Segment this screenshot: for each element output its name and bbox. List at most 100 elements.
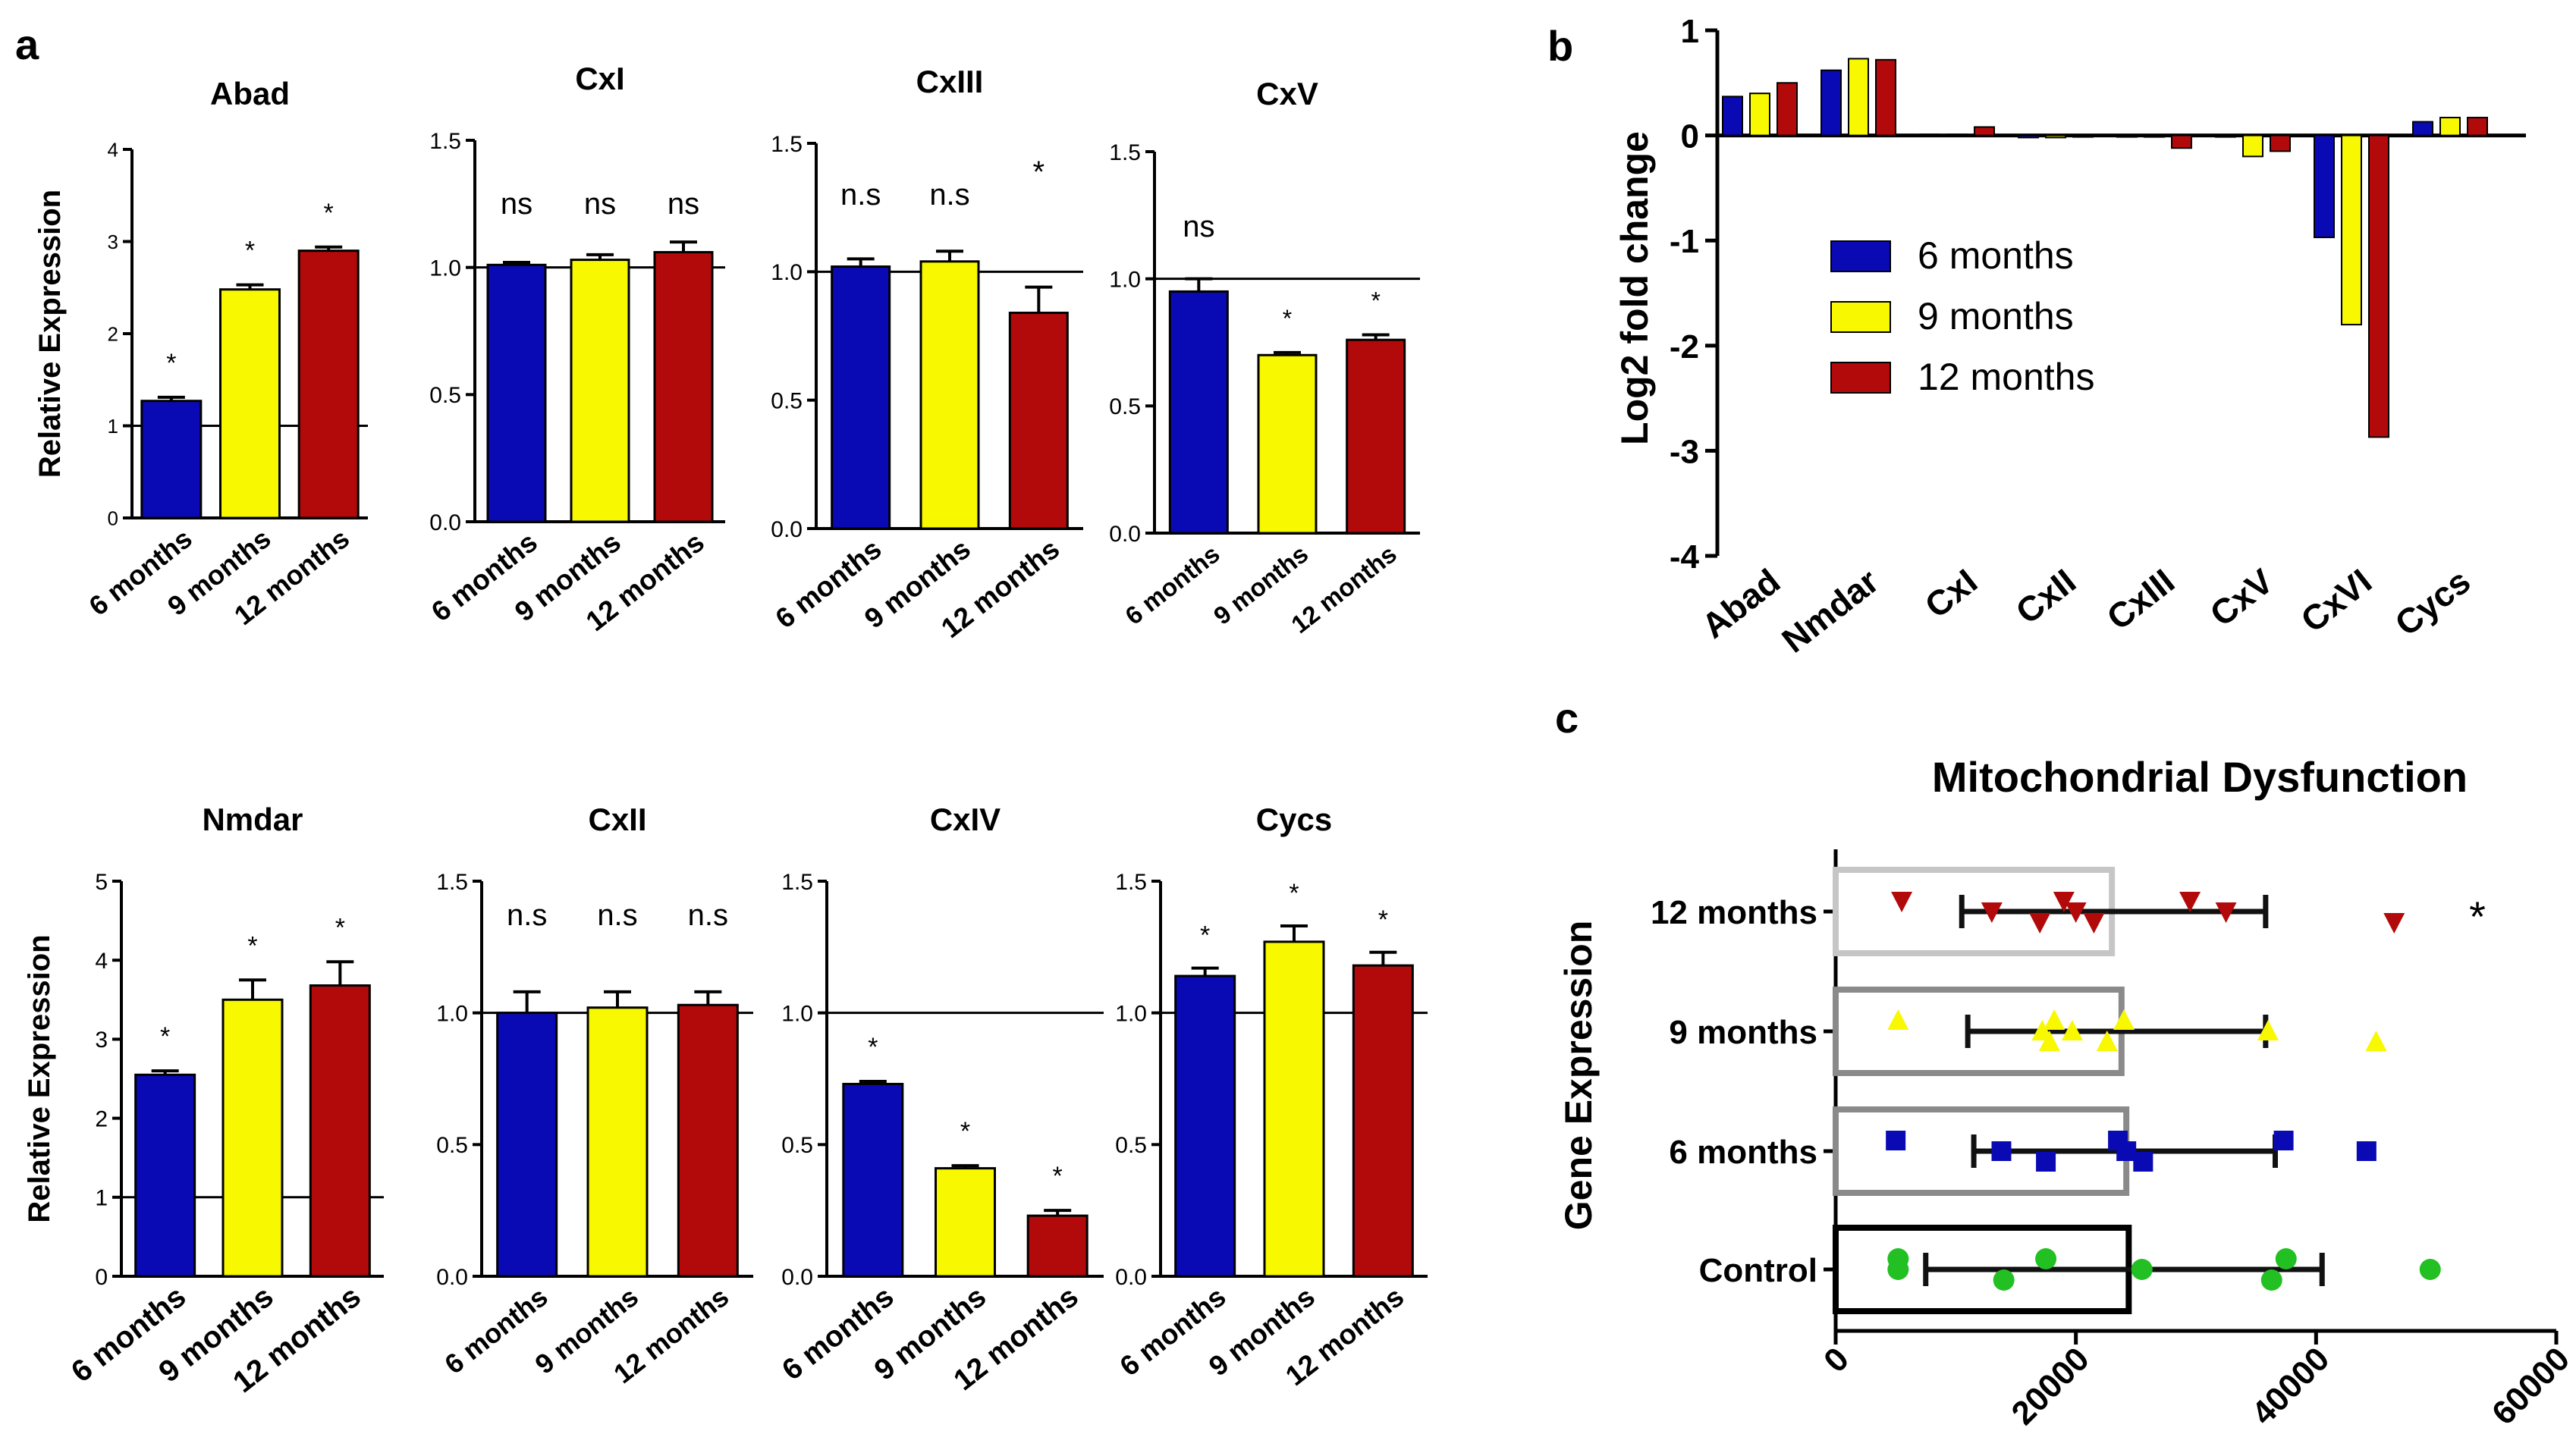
chart-title: CxIII (916, 64, 984, 99)
significance-label: * (166, 349, 176, 378)
bar-abad-2 (1776, 82, 1798, 136)
significance-label: n.s (597, 899, 637, 932)
significance-label: * (1033, 155, 1045, 189)
bar-cxi-0 (1919, 133, 1940, 137)
data-point (2365, 1031, 2387, 1051)
data-point (2061, 1020, 2083, 1040)
y-axis-label: Log2 fold change (1613, 131, 1656, 445)
data-point (2053, 892, 2075, 912)
bar-cxv-0 (2215, 134, 2236, 138)
category-label: CxIII (2100, 561, 2182, 638)
panel-label-a: a (15, 20, 39, 68)
panel-label-b: b (1547, 22, 1573, 70)
y-tick-label: 2 (95, 1106, 108, 1131)
y-tick-label: 0 (95, 1265, 108, 1290)
legend-label: 6 months (1918, 234, 2074, 277)
significance-label: * (1283, 305, 1292, 332)
data-point (1886, 1131, 1906, 1150)
significance-label: n.s (688, 899, 728, 932)
group-label: 12 months (1651, 894, 1817, 931)
group-label: Control (1699, 1252, 1817, 1289)
y-tick-label: 3 (108, 231, 118, 253)
y-tick-label: 0.0 (1109, 522, 1141, 547)
data-point (2065, 902, 2087, 923)
data-point (2113, 1009, 2135, 1030)
chart-title: CxI (575, 61, 624, 96)
data-point (2383, 913, 2405, 934)
bar-cx1-1 (570, 259, 630, 523)
bar-cxvi-2 (2368, 134, 2389, 438)
bar-nmdar-2 (1875, 58, 1896, 136)
significance-label: n.s (840, 178, 881, 212)
legend-swatch (1830, 301, 1891, 333)
group-label: 6 months (1669, 1134, 1817, 1171)
significance-label: * (1378, 905, 1388, 934)
group-label: 9 months (1669, 1014, 1817, 1051)
bar-cxii-2 (2072, 134, 2094, 138)
bar-cx1-0 (486, 263, 547, 523)
y-tick-label: 0.0 (429, 510, 461, 535)
chart-title: CxV (1256, 76, 1318, 111)
y-tick-label: 1.0 (429, 256, 461, 281)
y-tick-label: 0.5 (429, 383, 461, 408)
x-tick-label: 40000 (2245, 1340, 2336, 1432)
y-tick-label: 0.5 (771, 388, 803, 413)
bar-nmdar-1 (1848, 58, 1869, 136)
category-label: CxV (2203, 561, 2281, 634)
significance-label: * (868, 1033, 878, 1062)
chart-title: CxII (588, 802, 646, 837)
data-point (2038, 1031, 2060, 1051)
bar-nmdar-0 (134, 1073, 196, 1278)
data-point (2035, 1248, 2057, 1269)
data-point (2131, 1259, 2153, 1280)
legend-label: 12 months (1918, 356, 2094, 398)
significance-label: * (160, 1022, 170, 1051)
bar-cxii-1 (2045, 134, 2066, 139)
bar-cycs-0 (2412, 121, 2433, 136)
legend-label: 9 months (1918, 295, 2074, 337)
significance-label: * (324, 199, 334, 228)
data-point (2260, 1269, 2282, 1291)
significance-label: ns (584, 187, 616, 221)
data-point (2419, 1259, 2441, 1280)
chart-title: Cycs (1256, 802, 1332, 837)
y-tick-label: 2 (108, 322, 118, 345)
data-point (1993, 1269, 2015, 1291)
y-tick-label: 4 (108, 138, 118, 161)
data-point (1981, 902, 2003, 923)
y-tick-label: 1.5 (781, 870, 813, 895)
bar-nmdar-0 (1820, 69, 1842, 136)
data-point (2275, 1248, 2297, 1269)
category-label: 6 months (1120, 539, 1224, 629)
data-point (2133, 1152, 2153, 1172)
y-tick-label: -3 (1670, 433, 1699, 470)
bar-cx1-2 (653, 251, 714, 523)
data-point (1887, 1009, 1909, 1030)
data-point (2179, 892, 2201, 912)
category-label: Nmdar (1774, 561, 1886, 661)
bar-cxiii-0 (2116, 134, 2138, 138)
bar-cxvi-0 (2314, 134, 2335, 239)
significance-label: * (1371, 287, 1380, 314)
category-label: Abad (1695, 561, 1788, 646)
bar-cycs-2 (2467, 117, 2488, 136)
bar-cxvi-1 (2341, 134, 2362, 326)
y-tick-label: 1.0 (436, 1001, 468, 1026)
bar-cx5-1 (1257, 353, 1318, 535)
significance-label: ns (668, 187, 699, 221)
data-point (2096, 1031, 2118, 1051)
bar-abad-0 (1722, 96, 1743, 136)
significance-label: ns (1183, 210, 1214, 243)
bar-cxii-0 (2018, 134, 2039, 139)
panel-label-c: c (1555, 694, 1579, 742)
y-tick-label: 1.5 (1115, 870, 1147, 895)
significance-label: * (247, 931, 257, 960)
bar-cx2-1 (586, 1006, 649, 1278)
chart-title: Mitochondrial Dysfunction (1932, 753, 2468, 801)
bar-abad-2 (297, 249, 360, 519)
category-label: Cycs (2387, 561, 2477, 644)
bar-nmdar-2 (309, 984, 371, 1278)
